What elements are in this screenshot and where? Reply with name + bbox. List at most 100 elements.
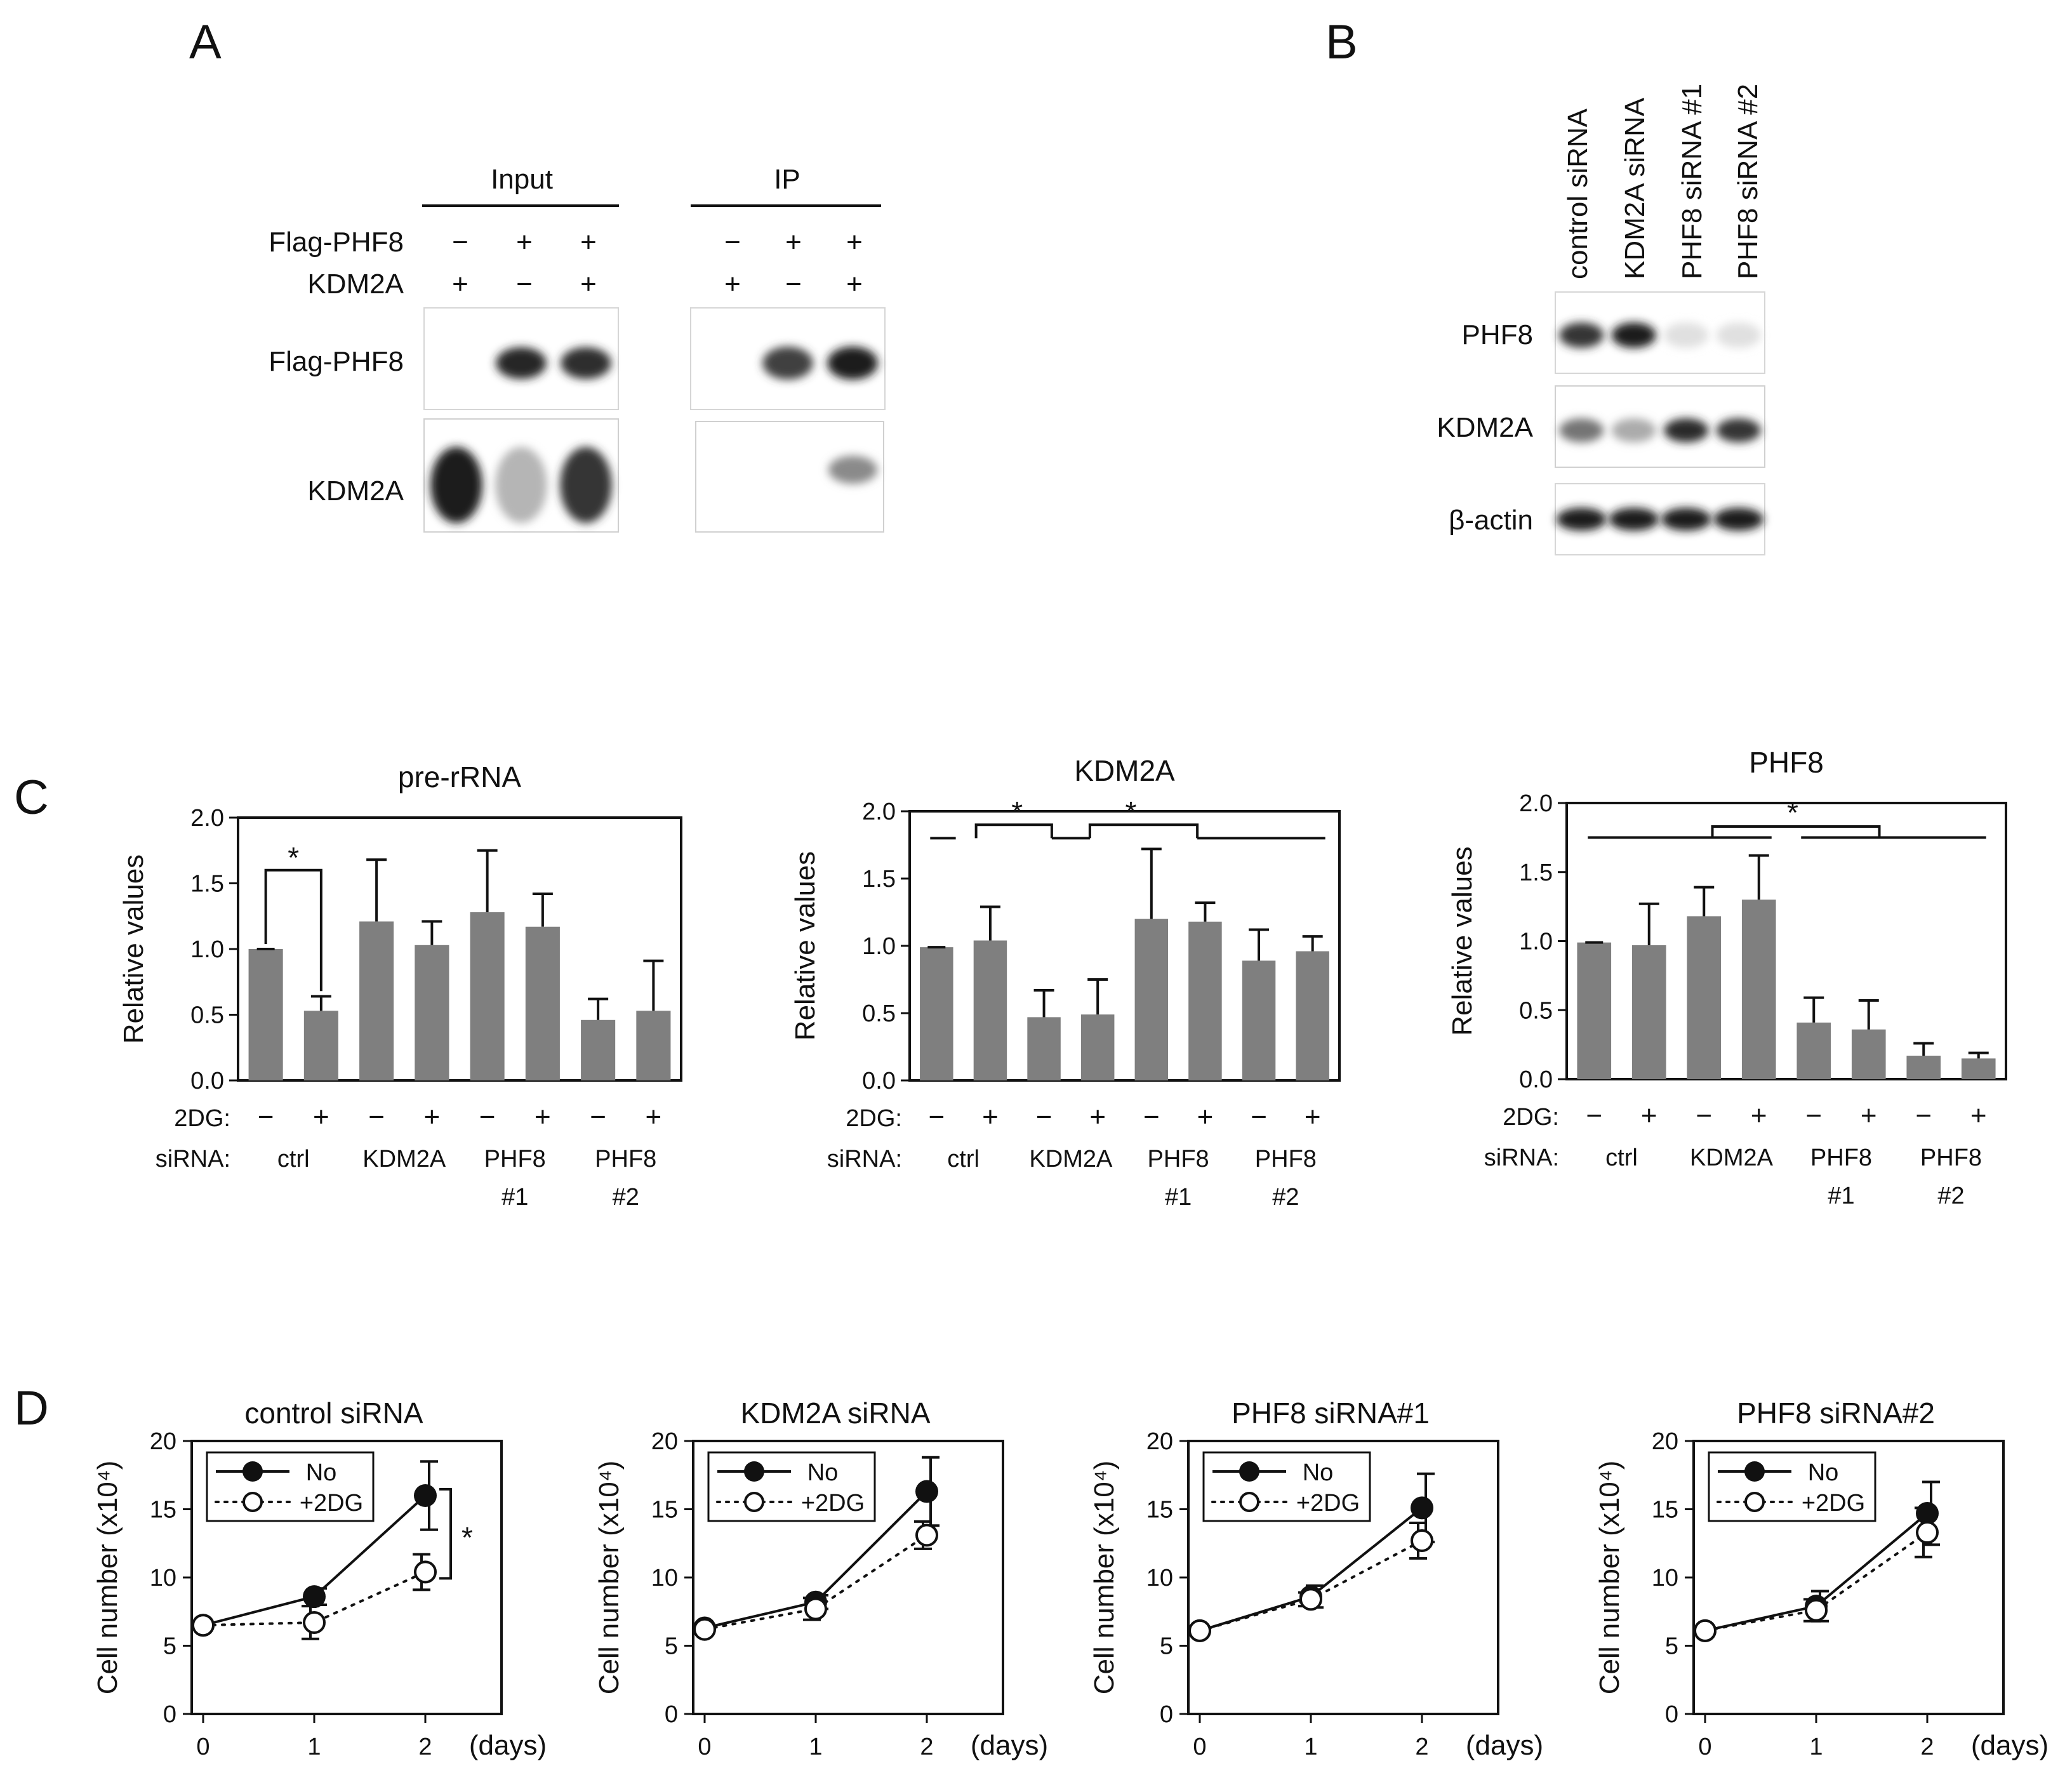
chart-kdm2a-sirna: KDM2A siRNA 0 5 10 15 20 0 1 2 (days) Cell number …	[594, 1397, 1048, 1761]
y-axis-label: Relative values	[790, 851, 821, 1040]
legend-label-no: No	[1808, 1459, 1839, 1486]
y-tick-label: 2.0	[862, 799, 896, 825]
chart-title: pre-rRNA	[398, 760, 522, 794]
x-axis-unit: (days)	[971, 1730, 1048, 1761]
x-tick-label: 1	[809, 1734, 822, 1760]
sign-input-kdm2a-2: −	[516, 269, 533, 300]
y-tick-label: 0	[1665, 1701, 1678, 1728]
y-tick-label: 2.0	[190, 805, 224, 832]
chart-control-sirna: control siRNA 0 5 10 15 20 0 1 2 (days) Cell numbe…	[92, 1397, 547, 1761]
bar	[636, 1011, 671, 1080]
group-label: #2	[1937, 1183, 1964, 1209]
data-point-2dg	[1411, 1529, 1433, 1552]
y-tick-label: 20	[1652, 1428, 1678, 1455]
blot-band	[1664, 418, 1709, 442]
x-tick-label: 1	[307, 1734, 321, 1760]
x-axis-unit: (days)	[469, 1730, 547, 1761]
blot-label-beta-actin: β-actin	[1449, 505, 1533, 536]
bar	[1906, 1056, 1941, 1079]
data-point-2dg	[693, 1617, 716, 1641]
blot-ip-flag-phf8	[690, 307, 886, 410]
treatment-sign: −	[1805, 1100, 1822, 1131]
lane-label-phf8-sirna-1: PHF8 siRNA #1	[1677, 84, 1708, 279]
group-row-label: siRNA:	[156, 1146, 230, 1172]
bands-container	[828, 456, 878, 484]
x-axis-unit: (days)	[1466, 1730, 1543, 1761]
legend-label-2dg: +2DG	[1802, 1490, 1865, 1517]
sign-ip-flag-3: +	[846, 227, 863, 258]
y-tick-label: 10	[1146, 1565, 1173, 1591]
treatment-row-label: 2DG:	[846, 1105, 902, 1132]
chart-pre-rrna: pre-rRNA 0.0 0.5 1.0 1.5 2.0 Relative values 2D…	[118, 760, 682, 1211]
blot-b-phf8	[1555, 291, 1765, 374]
chart-phf8: PHF8 0.0 0.5 1.0 1.5 2.0 Relative values 2DG: si…	[1447, 746, 2007, 1209]
group-label: PHF8	[1920, 1145, 1982, 1171]
chart-title: KDM2A siRNA	[740, 1397, 930, 1430]
legend-label-2dg: +2DG	[300, 1490, 363, 1517]
lane-label-phf8-sirna-2: PHF8 siRNA #2	[1732, 84, 1763, 279]
blot-band	[1611, 322, 1656, 348]
significance-star: *	[1126, 795, 1137, 828]
bar	[359, 921, 394, 1080]
blot-band	[495, 447, 547, 523]
blot-band	[1557, 508, 1607, 531]
blot-band	[430, 447, 482, 523]
row-label-kdm2a: KDM2A	[307, 269, 404, 300]
group-label: #2	[613, 1184, 639, 1211]
x-tick-label: 2	[1920, 1734, 1934, 1760]
panel-b-label: B	[1325, 15, 1358, 69]
y-tick-label: 0	[665, 1701, 678, 1728]
y-axis-label: Cell number (x10⁴)	[1594, 1461, 1625, 1695]
blot-band	[1713, 508, 1763, 531]
data-point-2dg	[1916, 1521, 1939, 1544]
sign-input-flag-1: −	[452, 227, 468, 258]
group-label: #2	[1272, 1184, 1299, 1211]
bands-container	[1559, 418, 1761, 442]
y-tick-label: 0.5	[190, 1002, 224, 1029]
legend-marker-no	[1239, 1461, 1259, 1482]
blot-band	[828, 456, 878, 484]
chart-title: PHF8 siRNA#1	[1232, 1397, 1430, 1430]
panel-c-label: C	[14, 771, 49, 825]
sign-input-flag-3: +	[580, 227, 597, 258]
treatment-sign: +	[313, 1101, 329, 1132]
y-tick-label: 15	[1652, 1497, 1678, 1524]
group-label: #1	[501, 1184, 528, 1211]
y-tick-label: 15	[651, 1497, 678, 1524]
x-axis-unit: (days)	[1971, 1730, 2049, 1761]
y-tick-label: 0.5	[1519, 997, 1553, 1024]
bar	[470, 912, 505, 1080]
y-tick-label: 1.0	[190, 936, 224, 963]
legend-marker-2dg	[1744, 1492, 1765, 1512]
x-tick-label: 1	[1809, 1734, 1823, 1760]
blot-band	[1611, 418, 1656, 442]
y-tick-label: 20	[651, 1428, 678, 1455]
bar	[1242, 960, 1276, 1080]
bar	[581, 1019, 616, 1080]
treatment-sign: +	[1089, 1101, 1106, 1132]
panel-b: B control siRNA KDM2A siRNA PHF8 siRNA #…	[1325, 15, 1765, 555]
group-label: KDM2A	[1029, 1146, 1113, 1172]
legend-label-2dg: +2DG	[801, 1490, 865, 1517]
group-label: ctrl	[1605, 1145, 1638, 1171]
blot-band	[1559, 322, 1604, 348]
panel-a-label: A	[189, 15, 222, 69]
treatment-sign: −	[1251, 1101, 1267, 1132]
bar	[525, 926, 560, 1080]
y-tick-label: 1.0	[1519, 929, 1553, 955]
blot-band	[827, 347, 878, 380]
data-point-2dg	[1188, 1619, 1211, 1642]
treatment-sign: −	[1143, 1101, 1160, 1132]
significance-star: *	[1011, 795, 1023, 828]
chart-phf8-sirna-1: PHF8 siRNA#1 0 5 10 15 20 0 1 2 (days) Cell number…	[1089, 1397, 1543, 1761]
legend-marker-no	[744, 1461, 764, 1482]
sign-input-kdm2a-3: +	[580, 269, 597, 300]
y-tick-label: 2.0	[1519, 790, 1553, 817]
y-tick-label: 15	[1146, 1497, 1173, 1524]
group-label: PHF8	[595, 1146, 656, 1172]
treatment-sign: −	[928, 1101, 945, 1132]
treatment-sign: +	[424, 1101, 441, 1132]
y-tick-label: 15	[150, 1497, 176, 1524]
y-tick-label: 5	[1665, 1633, 1678, 1660]
bar	[1741, 900, 1776, 1079]
